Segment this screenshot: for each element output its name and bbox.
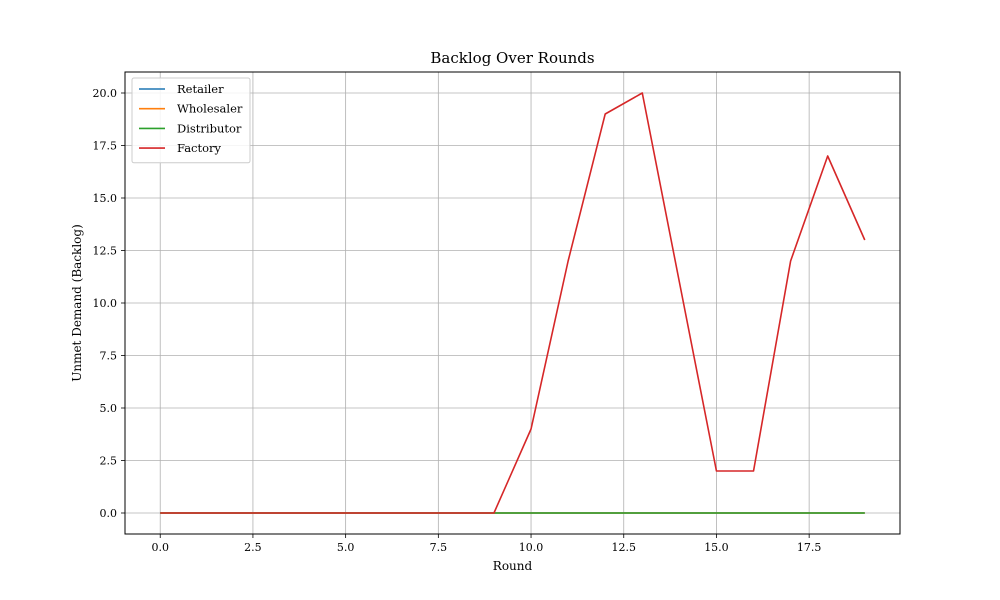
legend-label-factory: Factory xyxy=(177,141,222,155)
legend: Retailer Wholesaler Distributor Factory xyxy=(131,77,251,164)
y-tick-label: 7.5 xyxy=(100,350,118,363)
y-tick-label: 10.0 xyxy=(93,297,118,310)
y-tick-label: 5.0 xyxy=(100,402,118,415)
x-tick-label: 7.5 xyxy=(430,541,448,554)
y-tick-label: 20.0 xyxy=(93,87,118,100)
legend-frame xyxy=(131,77,251,164)
legend-label-retailer: Retailer xyxy=(177,82,224,96)
x-tick-label: 12.5 xyxy=(611,541,636,554)
axis-ticks: 0.0 2.5 5.0 7.5 10.0 12.5 15.0 17.5 0.0 2.5 5.0 7.5… xyxy=(93,87,822,554)
x-tick-label: 2.5 xyxy=(244,541,262,554)
series-line-factory xyxy=(160,92,866,514)
series-lines xyxy=(160,92,866,514)
grid xyxy=(125,72,900,534)
x-tick-label: 5.0 xyxy=(337,541,355,554)
legend-label-wholesaler: Wholesaler xyxy=(177,102,243,116)
x-tick-label: 15.0 xyxy=(704,541,729,554)
x-axis-title: Round xyxy=(493,559,533,573)
x-tick-label: 0.0 xyxy=(151,541,169,554)
y-axis-title: Unmet Demand (Backlog) xyxy=(70,224,84,382)
legend-label-distributor: Distributor xyxy=(177,121,242,135)
x-tick-label: 17.5 xyxy=(797,541,822,554)
x-tick-label: 10.0 xyxy=(519,541,544,554)
y-tick-label: 17.5 xyxy=(93,140,118,153)
y-tick-label: 15.0 xyxy=(93,192,118,205)
y-tick-label: 2.5 xyxy=(100,455,118,468)
y-tick-label: 0.0 xyxy=(100,507,118,520)
chart-title: Backlog Over Rounds xyxy=(430,49,594,67)
y-tick-label: 12.5 xyxy=(93,245,118,258)
